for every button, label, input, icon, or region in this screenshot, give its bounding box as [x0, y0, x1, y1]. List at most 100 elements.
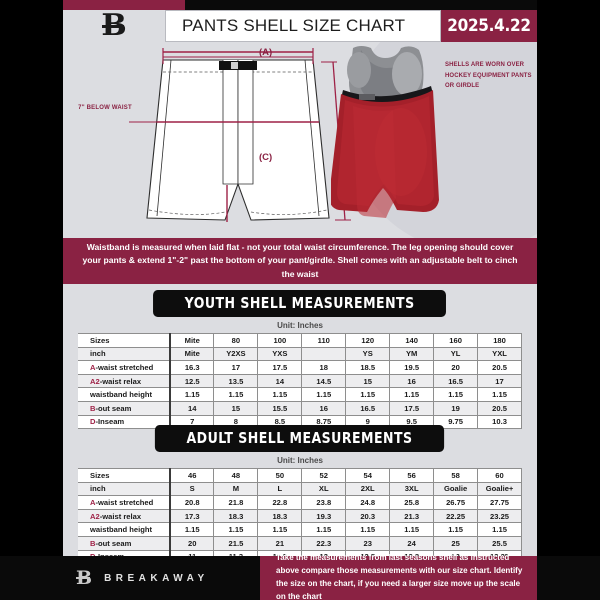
table-cell: 17: [477, 373, 522, 389]
table-cell: 110: [301, 333, 347, 348]
table-cell: YXL: [477, 346, 522, 362]
table-row: A2-waist relax 12.5 13.5 14 14.5 15 16 16.5 17: [78, 373, 522, 389]
table-cell: 1.15: [301, 522, 347, 537]
table-cell: 58: [433, 468, 479, 483]
table-cell: 17: [213, 360, 259, 375]
row-label: Sizes: [78, 468, 171, 483]
table-cell: 180: [477, 333, 522, 348]
table-cell: 1.15: [477, 387, 522, 402]
table-cell: 25: [433, 535, 479, 551]
table-cell: 1.15: [433, 387, 479, 402]
footer-instruction-text: Take the measurements from last seasons …: [276, 553, 523, 600]
adult-section-header: ADULT SHELL MEASUREMENTS Unit: Inches: [63, 419, 537, 465]
revision-date-badge: 2025.4.22: [441, 10, 537, 42]
row-key: B: [90, 538, 96, 548]
table-cell: 16: [389, 373, 435, 389]
table-row: waistband height 1.15 1.15 1.15 1.15 1.15 1.15…: [78, 387, 522, 402]
table-cell: 23.8: [301, 495, 347, 510]
table-cell: 1.15: [169, 522, 215, 537]
table-cell: 21: [257, 535, 303, 551]
table-cell: 1.15: [389, 387, 435, 402]
table-row: Sizes Mite 80 100 110 120 140 160 180: [78, 333, 522, 348]
row-key: A: [90, 362, 96, 372]
table-cell: 120: [345, 333, 391, 348]
table-cell: 24: [389, 535, 435, 551]
table-cell: 1.15: [257, 522, 303, 537]
adult-measurements-section: ADULT SHELL MEASUREMENTS Unit: Inches Si…: [63, 419, 537, 565]
table-cell: 19.3: [301, 508, 347, 524]
table-cell: 1.15: [477, 522, 522, 537]
table-cell: 25.5: [477, 535, 522, 551]
page-header: B PANTS SHELL SIZE CHART 2025.4.22: [63, 10, 537, 42]
youth-unit-label: Unit: Inches: [277, 321, 323, 330]
table-cell: 17.3: [169, 508, 215, 524]
youth-section-title: YOUTH SHELL MEASUREMENTS: [153, 290, 447, 317]
breakaway-b-icon: B: [101, 8, 127, 43]
table-row: A-waist stretched 16.3 17 17.5 18 18.5 19.5 20 2…: [78, 360, 522, 375]
instruction-banner: Waistband is measured when laid flat - n…: [63, 238, 537, 284]
table-cell: Mite: [169, 333, 215, 348]
table-cell: 22.25: [433, 508, 479, 524]
table-row: B-out seam 14 15 15.5 16 16.5 17.5 19 20.5: [78, 400, 522, 416]
footer-instructions: Take the measurements from last seasons …: [260, 553, 537, 600]
header-logo: B: [63, 10, 165, 42]
row-label: A-waist stretched: [78, 360, 171, 375]
table-cell: 20.3: [345, 508, 391, 524]
table-cell: 1.15: [345, 387, 391, 402]
table-cell: 16.3: [169, 360, 215, 375]
table-cell: Y2XS: [213, 346, 259, 362]
table-cell: 15.5: [257, 400, 303, 416]
table-cell: 20.8: [169, 495, 215, 510]
row-label: inch: [78, 481, 171, 497]
table-cell: 60: [477, 468, 522, 483]
table-cell: L: [257, 481, 303, 497]
table-row: B-out seam 20 21.5 21 22.3 23 24 25 25.5: [78, 535, 522, 551]
table-cell: 1.15: [301, 387, 347, 402]
below-waist-label: 7" BELOW WAIST: [78, 105, 132, 111]
table-cell: 12.5: [169, 373, 215, 389]
table-cell: 1.15: [213, 387, 259, 402]
top-dark-strip: [185, 0, 537, 10]
table-cell: 18: [301, 360, 347, 375]
table-row: A2-waist relax 17.3 18.3 18.3 19.3 20.3 21.3 22…: [78, 508, 522, 524]
revision-date-text: 2025.4.22: [447, 16, 531, 36]
breakaway-b-icon-footer: B: [76, 566, 93, 589]
table-cell: 1.15: [345, 522, 391, 537]
table-cell: Goalie+: [477, 481, 522, 497]
row-label: A2-waist relax: [78, 373, 171, 389]
table-cell: 18.5: [345, 360, 391, 375]
row-label: D-Inseam: [78, 414, 171, 430]
row-key: A2: [90, 511, 100, 521]
table-cell: 20: [433, 360, 479, 375]
table-row: A-waist stretched 20.8 21.8 22.8 23.8 24.8 25.…: [78, 495, 522, 510]
table-cell: 3XL: [389, 481, 435, 497]
row-label: B-out seam: [78, 400, 171, 416]
table-cell: 20: [169, 535, 215, 551]
youth-section-header: YOUTH SHELL MEASUREMENTS Unit: Inches: [63, 284, 537, 330]
table-cell: YL: [433, 346, 479, 362]
table-cell: Goalie: [433, 481, 479, 497]
table-cell: XL: [301, 481, 347, 497]
table-cell: 14: [169, 400, 215, 416]
table-cell: 1.15: [257, 387, 303, 402]
table-cell: 17.5: [257, 360, 303, 375]
table-row: Sizes 46 48 50 52 54 56 58 60: [78, 468, 522, 483]
table-cell: 23: [345, 535, 391, 551]
row-label: inch: [78, 346, 171, 362]
table-cell: 48: [213, 468, 259, 483]
table-cell: 52: [301, 468, 347, 483]
table-cell: 26.75: [433, 495, 479, 510]
table-cell: 160: [433, 333, 479, 348]
table-cell: 22.3: [301, 535, 347, 551]
page-footer: B BREAKAWAY Take the measurements from l…: [0, 553, 600, 600]
table-cell: 46: [169, 468, 215, 483]
table-cell: 18.3: [257, 508, 303, 524]
footer-brand-name: BREAKAWAY: [104, 572, 209, 584]
table-cell: M: [213, 481, 259, 497]
table-cell: 27.75: [477, 495, 522, 510]
row-label: A2-waist relax: [78, 508, 171, 524]
product-photo: [331, 46, 439, 218]
diagram-zone: 7" BELOW WAIST: [63, 42, 537, 238]
row-key: A2: [90, 376, 100, 386]
table-cell: 21.3: [389, 508, 435, 524]
